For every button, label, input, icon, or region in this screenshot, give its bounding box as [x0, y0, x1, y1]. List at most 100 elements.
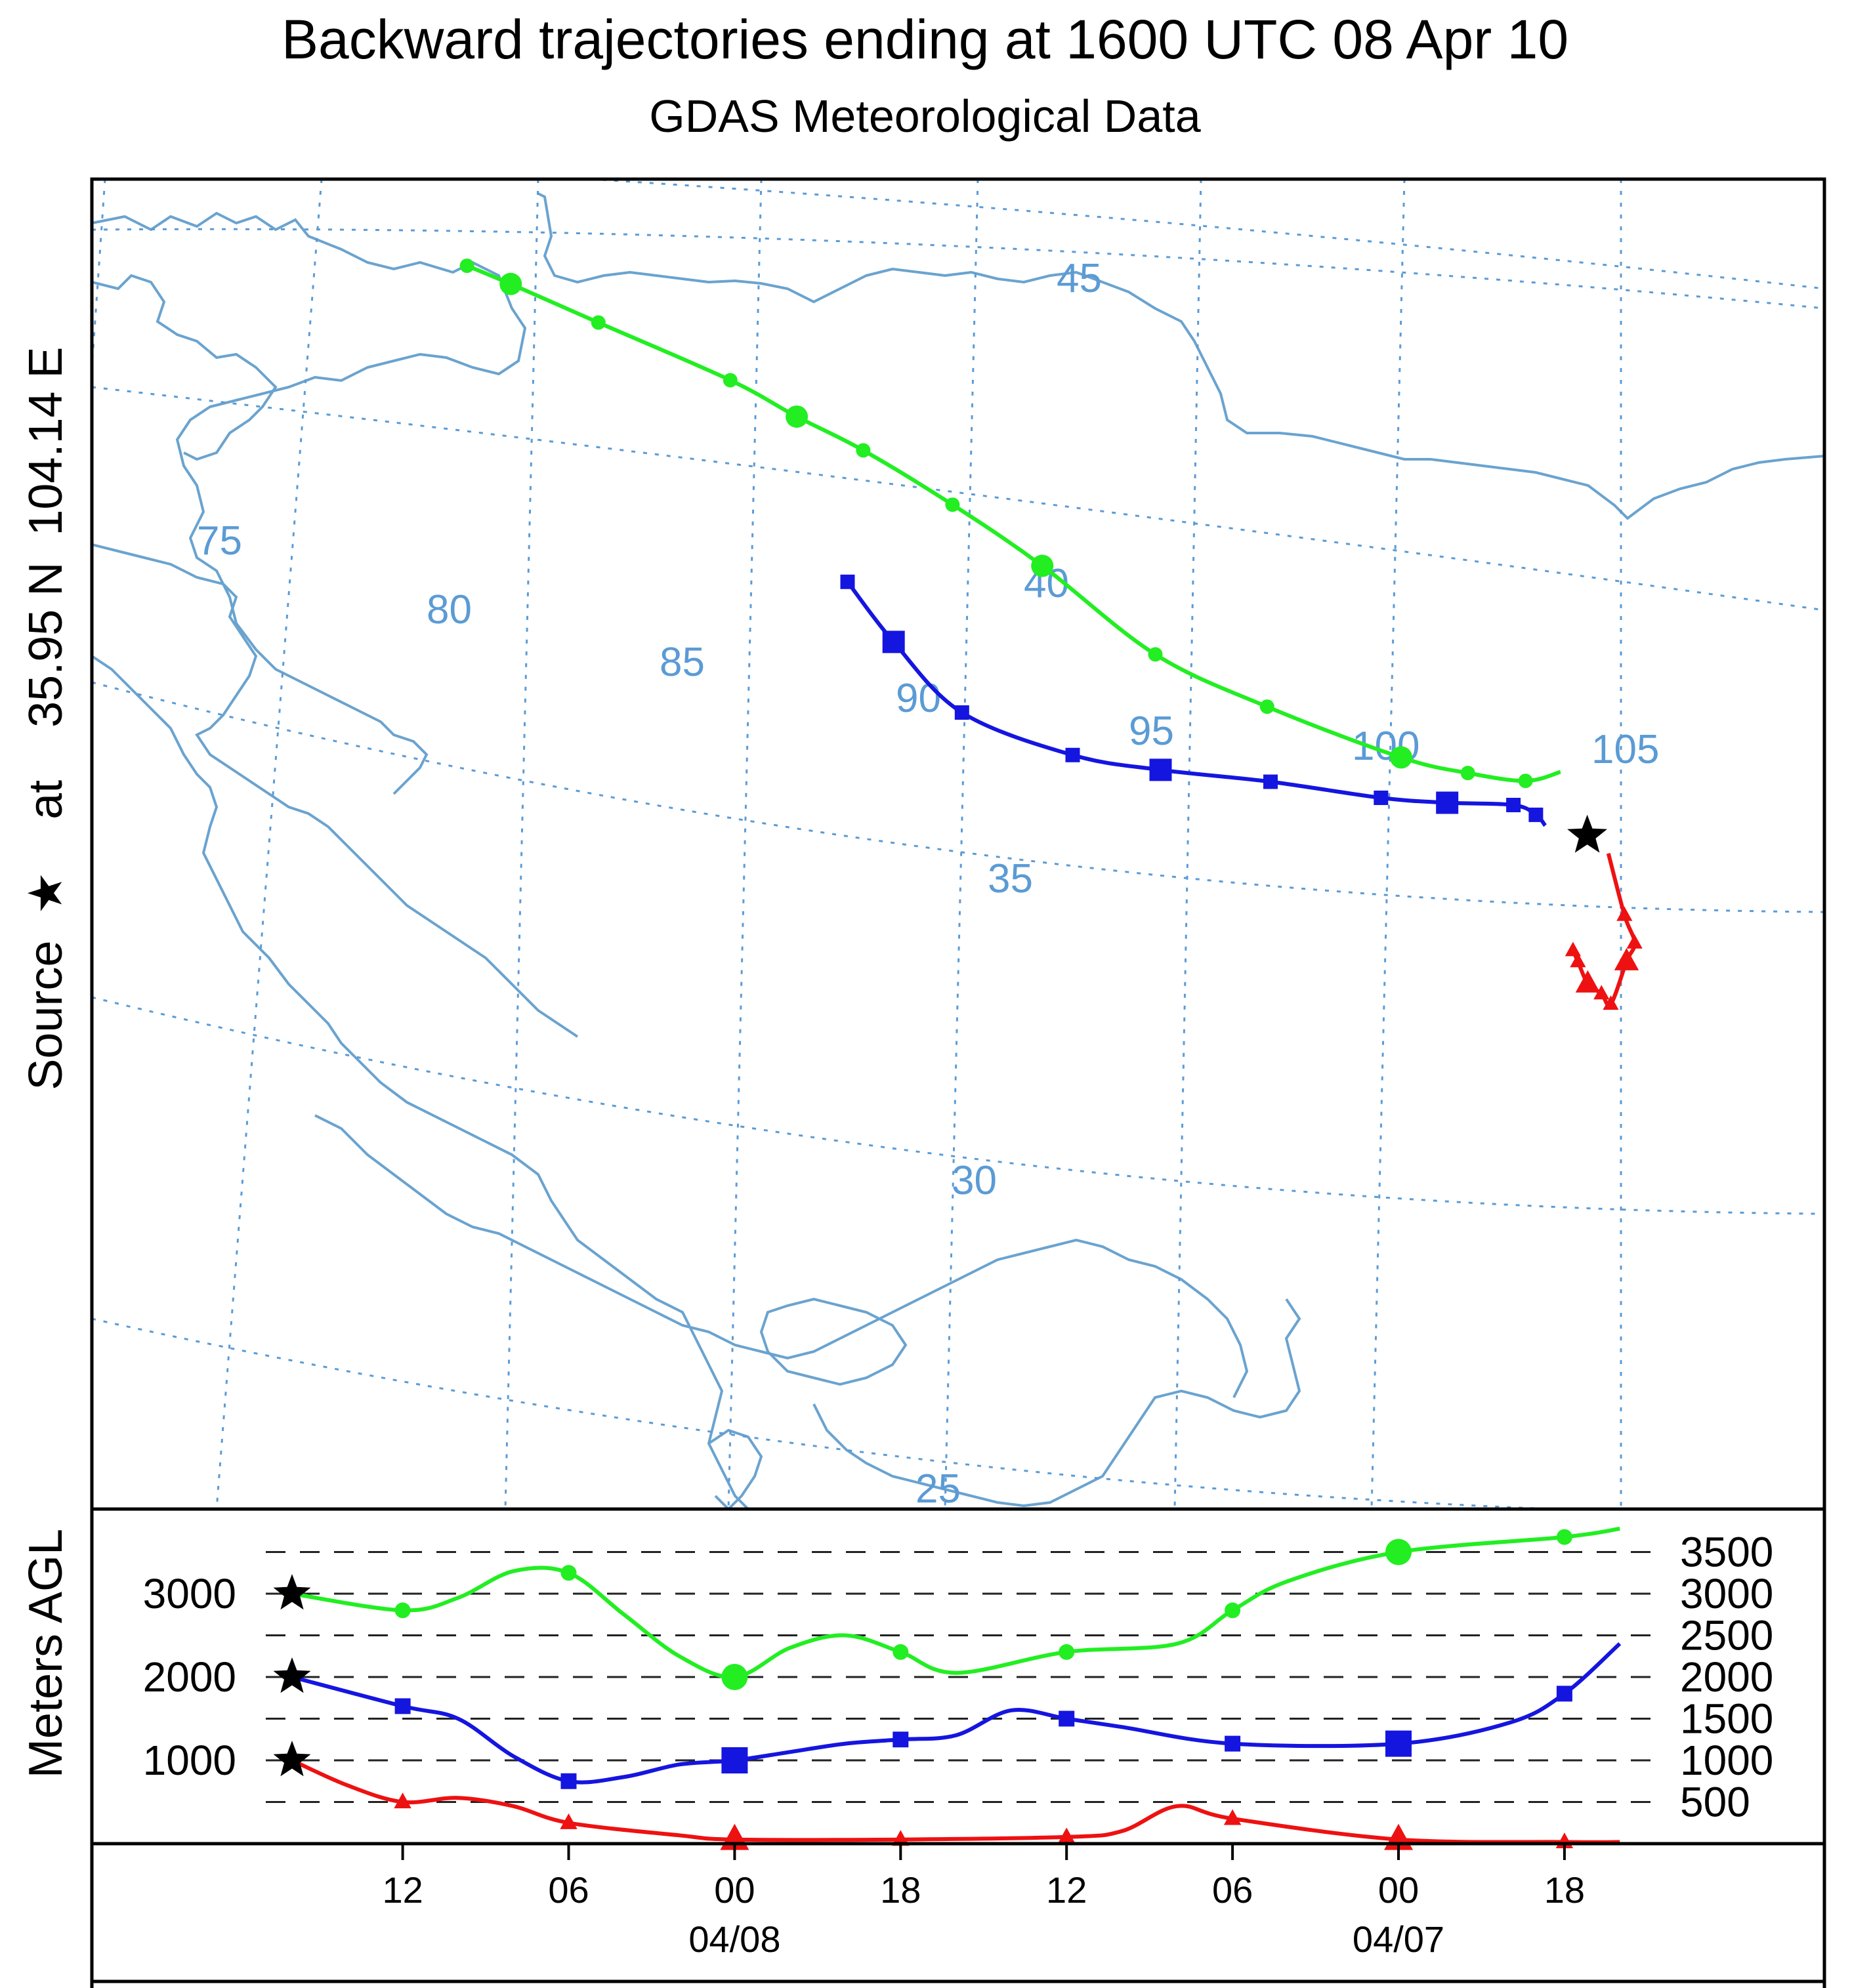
map-green-marker: [499, 272, 522, 295]
tajik-border: [92, 655, 356, 1058]
northern-border: [92, 211, 527, 795]
map-green-marker: [1148, 647, 1163, 662]
height-blue-marker: [721, 1747, 748, 1773]
chart-title: Backward trajectories ending at 1600 UTC…: [281, 9, 1569, 70]
country-borders: [92, 192, 1824, 1509]
height-start-stars: [273, 1574, 311, 1777]
height-blue-marker: [1225, 1735, 1241, 1752]
longitude-line-90: [944, 179, 979, 1509]
longitude-line-80: [504, 179, 539, 1509]
latitude-line-40: [92, 386, 1824, 611]
height-start-star-icon: [273, 1657, 311, 1693]
map-green-marker: [591, 315, 606, 330]
map-red-marker: [1570, 953, 1586, 968]
grid-labels: 45 40 35 30 25 75 80 85 90 95 100 105: [197, 256, 1659, 1512]
lon-label-80: 80: [427, 587, 472, 632]
map-green-marker: [1460, 766, 1475, 781]
map-red-marker: [1593, 985, 1610, 1000]
height-green-marker: [893, 1644, 909, 1660]
longitude-line-70: [92, 179, 106, 368]
map-trajectory-blue: [846, 580, 1547, 827]
map-blue-marker: [840, 574, 855, 589]
time-tick-label: 00: [714, 1869, 755, 1911]
lat-label-30: 30: [952, 1158, 997, 1203]
longitude-line-85: [727, 179, 763, 1509]
lat-label-25: 25: [915, 1466, 961, 1512]
mongolia-border: [537, 192, 1824, 520]
lon-label-90: 90: [896, 676, 941, 721]
time-tick-label: 12: [1046, 1869, 1087, 1911]
lon-label-75: 75: [197, 518, 242, 564]
left-tick-1000: 1000: [143, 1737, 236, 1784]
right-tick-2500: 2500: [1680, 1612, 1773, 1659]
latitude-line-30: [92, 996, 1824, 1215]
height-green-marker: [1225, 1602, 1241, 1619]
map-green-marker: [1518, 774, 1533, 789]
map-green-marker: [1390, 746, 1412, 769]
height-start-star-icon: [273, 1574, 311, 1610]
left-tick-2000: 2000: [143, 1653, 236, 1701]
lat-label-35: 35: [988, 856, 1033, 901]
height-frame: [90, 1507, 1826, 1846]
left-tick-3000: 3000: [143, 1570, 236, 1617]
map-trajectory-green: [466, 264, 1561, 783]
height-red-marker: [560, 1813, 578, 1829]
height-green-marker: [394, 1602, 411, 1619]
longitude-line-75: [215, 179, 323, 1509]
right-tick-1500: 1500: [1680, 1695, 1773, 1743]
map-green-marker: [1259, 699, 1274, 714]
map-red-marker: [1614, 947, 1639, 970]
height-blue-marker: [1059, 1710, 1075, 1727]
time-tick-label: 06: [1212, 1869, 1253, 1911]
longitude-line-100: [1370, 179, 1406, 1509]
latitude-line-45: [92, 228, 1824, 310]
right-tick-2000: 2000: [1680, 1653, 1773, 1701]
height-trajectory-red: [291, 1758, 1620, 1844]
graticule: [92, 179, 1824, 1509]
map-frame: [90, 177, 1826, 1511]
latitude-line-25: [92, 1317, 1577, 1509]
date-label: 04/08: [688, 1918, 780, 1960]
height-start-star-icon: [273, 1741, 311, 1777]
left-height-ticks: 1000 2000 3000: [143, 1570, 236, 1784]
map-red-marker: [1626, 934, 1643, 949]
right-tick-500: 500: [1680, 1779, 1750, 1826]
kyrgyz-border: [92, 543, 579, 1038]
map-green-marker: [1031, 554, 1054, 577]
lon-label-85: 85: [660, 640, 705, 685]
time-ticks: 12 06 00 18 12 06 00 18 04/08 04/07: [382, 1844, 1585, 1960]
bangladesh-border: [707, 1428, 763, 1509]
map-green-marker: [459, 259, 474, 274]
height-blue-marker: [560, 1773, 577, 1789]
map-blue-marker: [1263, 774, 1278, 789]
tibet-nepal-border: [314, 1114, 1249, 1398]
right-tick-1000: 1000: [1680, 1737, 1773, 1784]
height-trajectory-green: [291, 1526, 1620, 1680]
map-blue-marker: [1149, 758, 1172, 781]
right-tick-3500: 3500: [1680, 1529, 1773, 1576]
height-blue-marker: [893, 1731, 909, 1748]
map-red-marker: [1575, 970, 1601, 993]
lat-label-45: 45: [1057, 256, 1102, 301]
time-tick-label: 12: [382, 1869, 423, 1911]
height-red-marker: [394, 1792, 411, 1809]
map-trajectories: [459, 259, 1643, 1010]
time-tick-label: 18: [1544, 1869, 1585, 1911]
chart-subtitle: GDAS Meteorological Data: [649, 91, 1201, 142]
myanmar-border: [812, 1298, 1301, 1508]
map-blue-marker: [954, 705, 969, 720]
map-blue-marker: [1528, 807, 1544, 822]
map-blue-marker: [1436, 791, 1459, 814]
source-star-icon: [1567, 814, 1607, 853]
map-green-marker: [945, 497, 960, 512]
kazakh-border: [92, 274, 278, 461]
map-green-marker: [786, 405, 809, 428]
height-green-marker: [1059, 1644, 1075, 1660]
height-gridlines: [266, 1551, 1654, 1803]
bhutan-border: [759, 1297, 908, 1386]
india-border: [353, 1055, 749, 1509]
map-red-marker: [1616, 906, 1633, 921]
